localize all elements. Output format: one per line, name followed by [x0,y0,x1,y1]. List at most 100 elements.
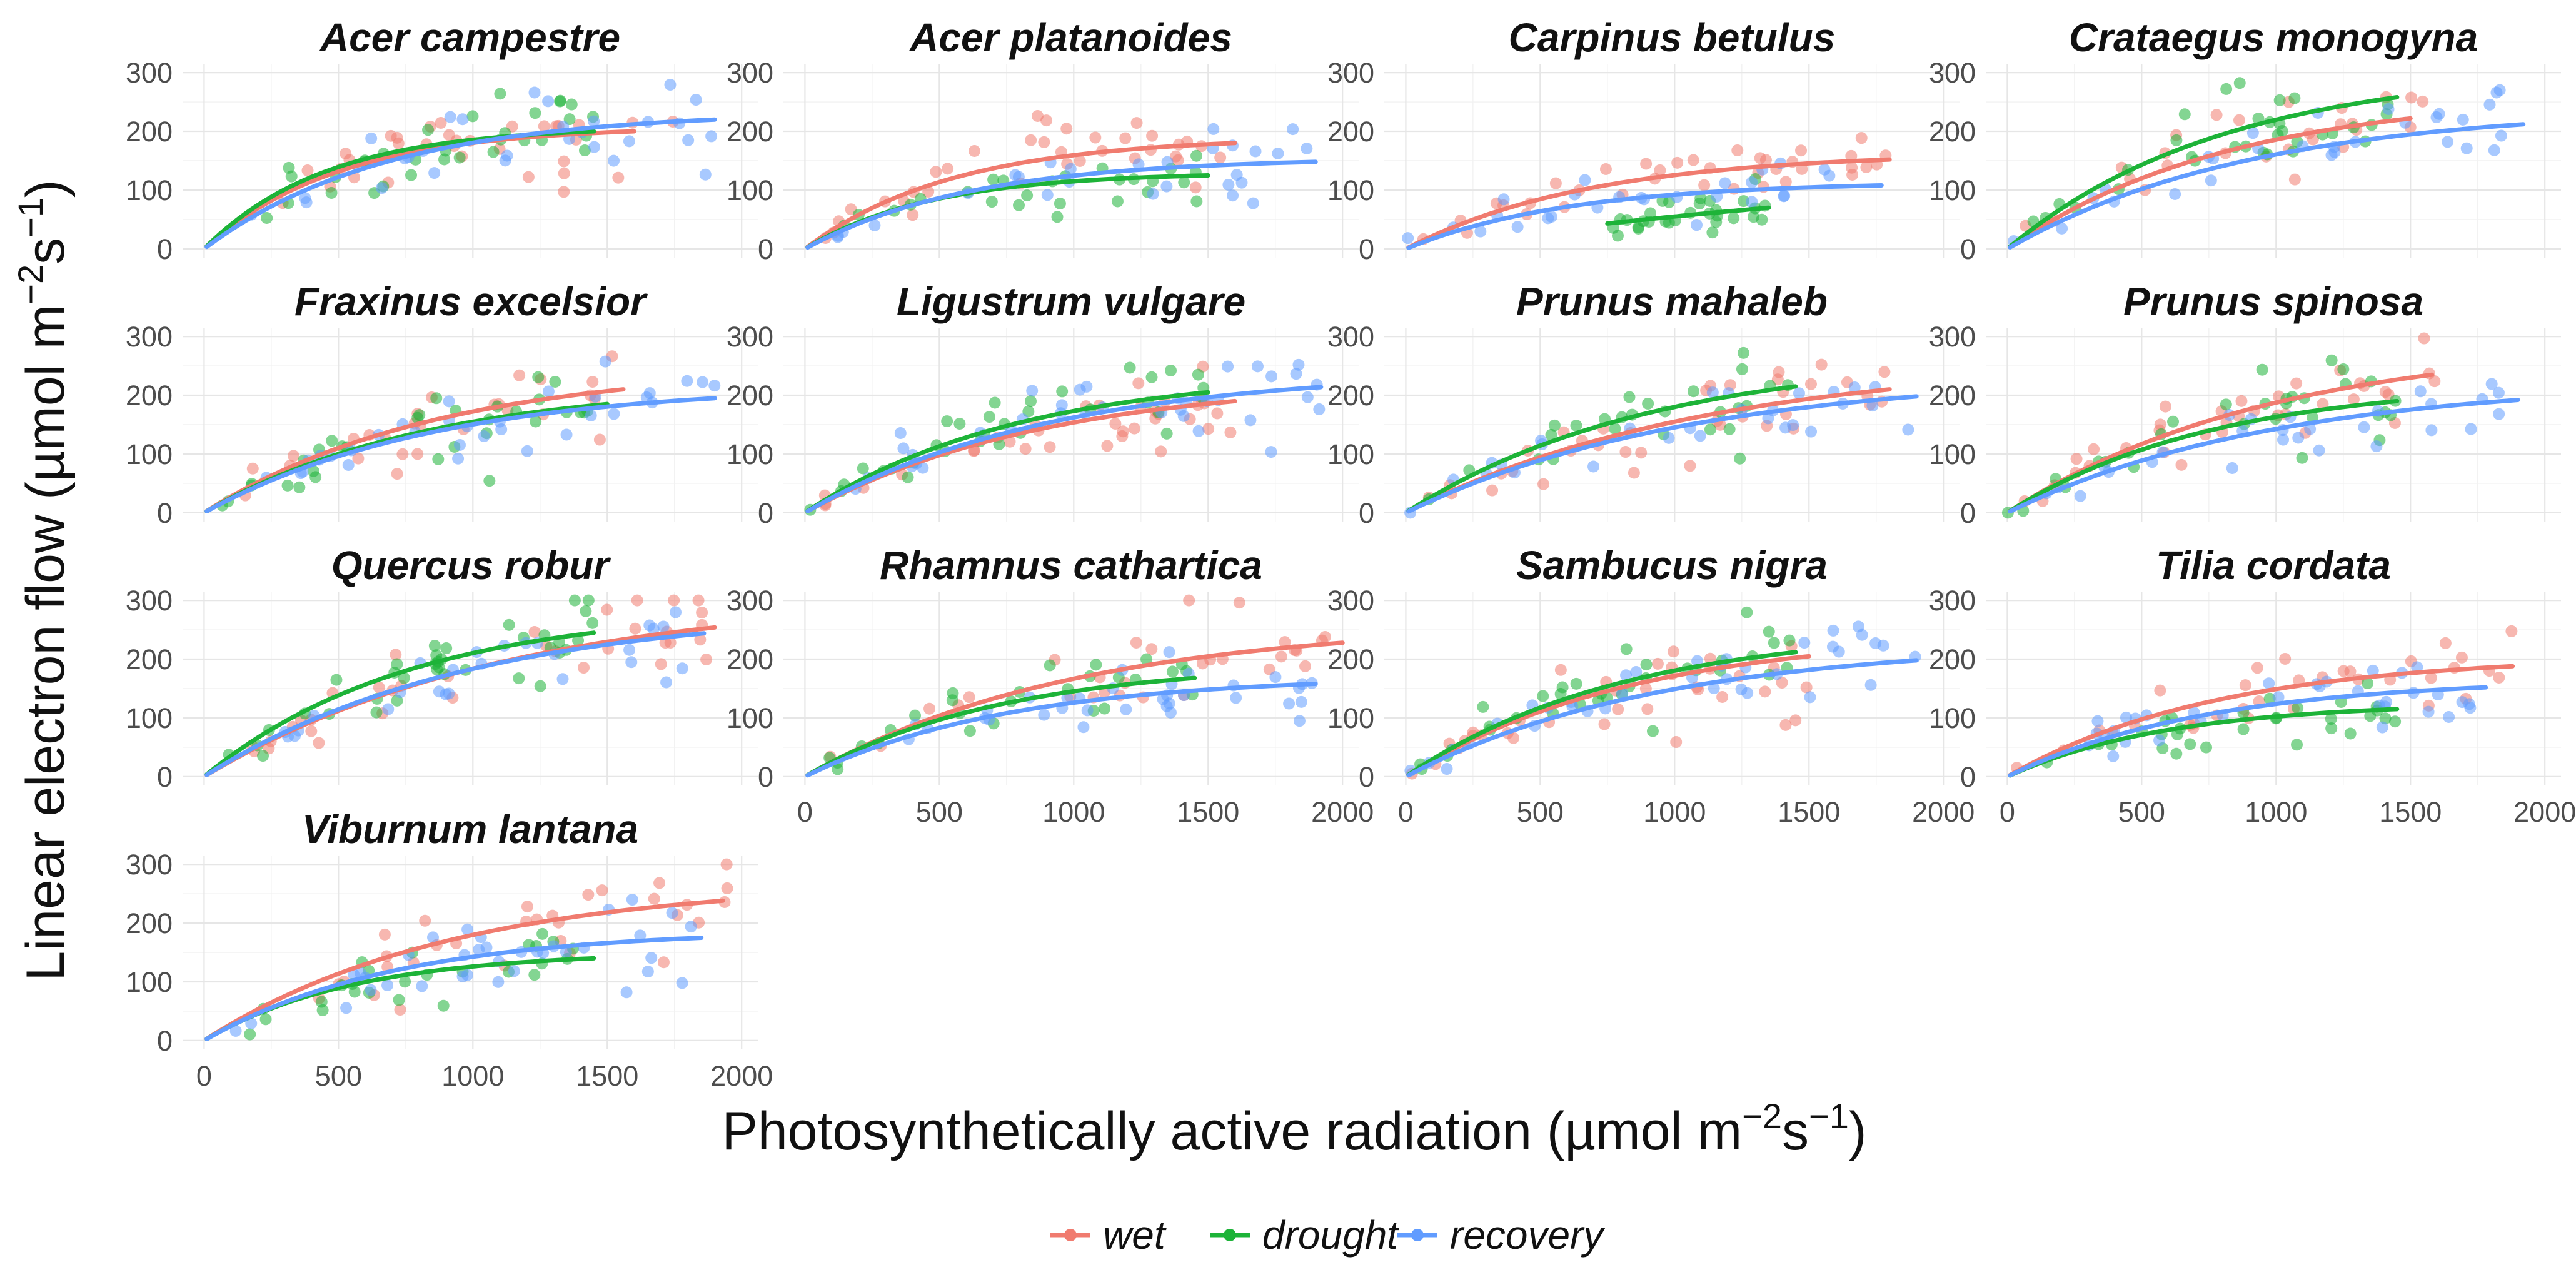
panel-title: Carpinus betulus [1509,15,1836,60]
legend-key-point [1224,1229,1236,1241]
data-point-recovery [670,606,682,618]
data-point-drought [391,658,403,670]
data-point-recovery [608,408,620,420]
y-axis-title: Linear electron flow (µmol m−2s−1) [11,179,76,981]
fit-curve-recovery [1406,183,1884,250]
data-point-recovery [478,430,490,443]
data-point-drought [1723,423,1736,435]
y-tick-label: 300 [126,585,173,617]
x-tick-label: 1000 [441,1060,504,1092]
data-point-recovery [1160,180,1173,193]
data-point-drought [2273,94,2286,106]
data-point-drought [1570,677,1582,690]
data-point-wet [513,369,526,381]
data-point-recovery [560,428,573,441]
data-point-drought [2220,398,2232,411]
panel-prunus-spinosa: Prunus spinosa 0 100 200 300 [1929,279,2561,529]
data-point-recovery [1313,403,1326,416]
data-point-recovery [1207,123,1220,135]
data-point-wet [923,702,936,715]
data-point-recovery [456,970,469,982]
data-point-recovery [2358,421,2370,433]
data-point-drought [1140,653,1153,665]
data-point-wet [1044,441,1056,453]
data-point-recovery [641,966,654,978]
data-point-recovery [1244,414,1257,427]
data-point-recovery [2153,734,2166,747]
data-point-wet [1130,117,1143,129]
y-tick-label: 200 [1929,380,1976,411]
data-point-wet [385,129,397,142]
data-point-recovery [2272,691,2285,704]
data-point-drought [428,640,441,652]
data-point-wet [1612,703,1624,715]
data-point-drought [530,415,542,428]
data-point-recovery [560,946,572,958]
data-point-recovery [1691,219,1703,231]
data-point-recovery [2495,129,2507,142]
data-point-drought [1548,419,1561,432]
data-point-drought [1623,391,1636,403]
data-point-recovery [542,385,555,398]
panel-title: Sambucus nigra [1516,543,1828,588]
data-point-recovery [1222,178,1235,191]
panel-title: Rhamnus cathartica [880,543,1262,588]
data-point-wet [1279,636,1291,649]
data-point-wet [596,884,608,897]
data-point-drought [1099,702,1111,715]
data-point-drought [1620,643,1633,655]
data-point-wet [1776,676,1788,689]
data-point-drought [2220,83,2233,95]
data-point-recovery [492,976,505,988]
data-point-recovery [2485,378,2498,390]
data-point-recovery [245,1017,258,1030]
data-point-wet [411,448,424,460]
data-point-drought [1640,659,1653,671]
legend-key-point [1064,1229,1077,1241]
data-point-wet [1731,144,1744,156]
data-point-recovery [1735,683,1748,695]
data-point-wet [1598,718,1611,730]
data-point-wet [558,167,570,179]
y-tick-label: 100 [1929,702,1976,734]
data-point-recovery [657,620,670,633]
data-point-drought [2337,363,2350,375]
data-point-wet [1795,144,1808,157]
data-point-wet [538,120,550,133]
y-tick-label: 0 [157,233,173,265]
data-point-recovery [1511,221,1524,233]
data-point-recovery [608,154,620,167]
data-point-recovery [1235,176,1248,189]
y-tick-label: 300 [1929,321,1976,353]
data-point-drought [438,153,451,166]
y-tick-label: 300 [126,849,173,881]
data-point-recovery [501,149,513,162]
data-point-drought [1165,364,1177,376]
data-point-recovery [917,462,929,474]
data-point-wet [2288,173,2301,186]
y-tick-label: 0 [758,497,773,529]
y-tick-label: 100 [1929,438,1976,470]
data-point-recovery [1247,197,1259,209]
data-point-wet [2210,109,2223,121]
data-point-drought [1044,659,1056,672]
data-point-drought [909,709,922,722]
data-point-wet [1211,407,1224,420]
data-point-recovery [645,952,658,964]
data-point-wet [1684,460,1696,472]
data-point-drought [1051,211,1064,223]
fit-curve-recovery [204,117,717,250]
x-tick-label: 1500 [1778,796,1840,828]
data-point-drought [983,411,995,423]
data-point-drought [399,976,411,988]
data-point-drought [1190,195,1203,208]
data-point-wet [2279,652,2292,665]
panel-prunus-mahaleb: Prunus mahaleb 0 100 200 300 [1327,279,1960,529]
data-point-recovery [1120,703,1132,715]
data-point-recovery [2456,696,2468,709]
data-point-drought [532,371,545,383]
data-point-recovery [1708,682,1720,695]
data-point-wet [1759,154,1772,166]
data-point-drought [430,649,443,662]
panel-title: Tilia cordata [2156,543,2391,588]
